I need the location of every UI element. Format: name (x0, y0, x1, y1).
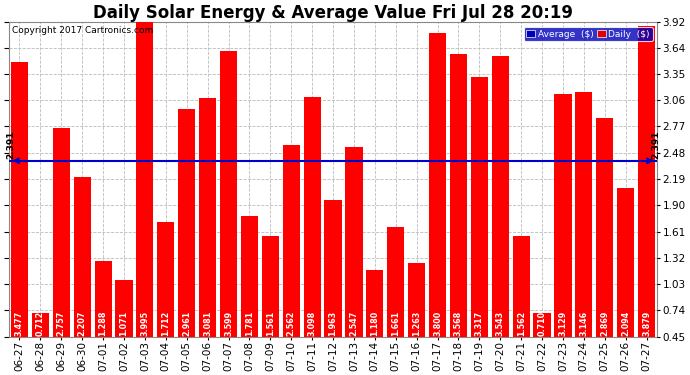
Bar (199, 98, 216, 375)
Text: 1.561: 1.561 (266, 310, 275, 336)
Text: 2.207: 2.207 (78, 310, 87, 336)
Bar (492, 57, 509, 375)
Text: 3.568: 3.568 (454, 310, 463, 336)
Bar (74, 177, 91, 375)
Text: 3.800: 3.800 (433, 310, 442, 336)
Bar (346, 147, 362, 375)
Text: 1.712: 1.712 (161, 310, 170, 336)
Legend: Average  ($), Daily  ($): Average ($), Daily ($) (524, 27, 653, 41)
Text: 2.757: 2.757 (57, 310, 66, 336)
Bar (429, 33, 446, 375)
Text: 2.391: 2.391 (6, 130, 15, 159)
Text: 0.710: 0.710 (538, 310, 546, 336)
Bar (533, 313, 551, 375)
Text: 2.391: 2.391 (651, 130, 660, 159)
Text: 3.146: 3.146 (580, 310, 589, 336)
Bar (638, 26, 655, 375)
Bar (408, 263, 425, 375)
Text: Copyright 2017 Cartronics.com: Copyright 2017 Cartronics.com (12, 26, 154, 35)
Text: 2.562: 2.562 (287, 310, 296, 336)
Text: 1.180: 1.180 (371, 310, 380, 336)
Bar (52, 128, 70, 375)
Bar (554, 94, 571, 375)
Bar (178, 109, 195, 375)
Text: 3.129: 3.129 (558, 310, 567, 336)
Bar (32, 313, 49, 375)
Text: 1.661: 1.661 (391, 310, 400, 336)
Text: 2.961: 2.961 (182, 310, 191, 336)
Text: 1.963: 1.963 (328, 310, 337, 336)
Text: 3.098: 3.098 (308, 310, 317, 336)
Text: 3.317: 3.317 (475, 310, 484, 336)
Bar (450, 54, 467, 375)
Bar (262, 236, 279, 375)
Bar (304, 97, 321, 375)
Text: 3.477: 3.477 (15, 310, 24, 336)
Bar (617, 188, 634, 375)
Bar (220, 51, 237, 375)
Bar (95, 261, 112, 375)
Bar (324, 200, 342, 375)
Text: 3.879: 3.879 (642, 310, 651, 336)
Bar (11, 63, 28, 375)
Text: 0.712: 0.712 (36, 310, 45, 336)
Bar (596, 117, 613, 375)
Bar (157, 222, 175, 375)
Text: 1.263: 1.263 (412, 310, 421, 336)
Text: 3.995: 3.995 (140, 310, 150, 336)
Bar (575, 92, 593, 375)
Text: 1.288: 1.288 (99, 310, 108, 336)
Text: 3.543: 3.543 (495, 310, 505, 336)
Text: 1.562: 1.562 (517, 310, 526, 336)
Text: 1.781: 1.781 (245, 310, 254, 336)
Bar (513, 236, 530, 375)
Bar (366, 270, 384, 375)
Bar (115, 280, 132, 375)
Text: 3.599: 3.599 (224, 310, 233, 336)
Title: Daily Solar Energy & Average Value Fri Jul 28 20:19: Daily Solar Energy & Average Value Fri J… (93, 4, 573, 22)
Text: 2.869: 2.869 (600, 310, 609, 336)
Text: 2.547: 2.547 (349, 310, 358, 336)
Text: 3.081: 3.081 (203, 310, 212, 336)
Bar (471, 77, 488, 375)
Bar (241, 216, 258, 375)
Bar (137, 15, 153, 375)
Text: 2.094: 2.094 (621, 310, 630, 336)
Text: 1.071: 1.071 (119, 310, 128, 336)
Bar (387, 227, 404, 375)
Bar (283, 145, 299, 375)
